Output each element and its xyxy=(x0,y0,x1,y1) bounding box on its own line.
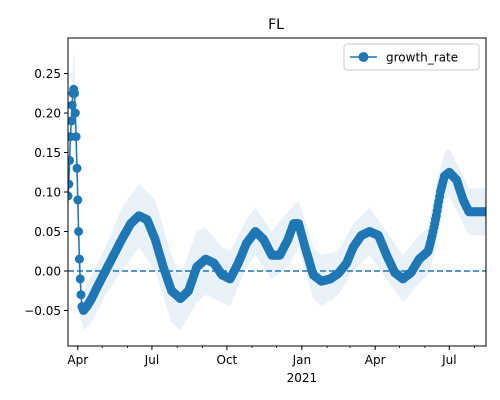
legend: growth_rate xyxy=(343,43,480,71)
legend-entry-growth-rate: growth_rate xyxy=(386,51,458,65)
data-point xyxy=(68,116,76,126)
data-point xyxy=(76,290,86,300)
y-axis: −0.05 0.00 0.05 0.10 0.15 0.20 0.25 xyxy=(24,67,68,318)
plot-area xyxy=(68,49,486,331)
y-tick-label: 0.25 xyxy=(34,67,61,81)
legend-marker-swatch xyxy=(358,52,369,62)
legend-box xyxy=(343,43,480,71)
x-tick-label: Apr xyxy=(365,353,386,367)
data-point xyxy=(74,227,84,236)
data-point xyxy=(70,88,79,98)
y-tick-label: 0.15 xyxy=(34,146,61,160)
x-axis: Apr Jul Oct Jan Apr Jul 2021 xyxy=(67,346,475,385)
x-tick-label: Apr xyxy=(67,353,88,367)
data-point xyxy=(68,191,73,201)
y-tick-label: 0.10 xyxy=(34,186,61,200)
x-year-label: 2021 xyxy=(287,371,318,385)
data-point xyxy=(70,108,80,118)
y-tick-label: 0.00 xyxy=(34,264,61,278)
y-tick-label: −0.05 xyxy=(24,304,61,318)
y-tick-label: 0.05 xyxy=(34,225,61,239)
data-point xyxy=(481,207,486,217)
data-point xyxy=(72,163,82,173)
data-point xyxy=(75,274,85,284)
data-point xyxy=(74,254,84,264)
data-point xyxy=(68,179,74,189)
y-tick-label: 0.20 xyxy=(34,107,61,121)
x-tick-label: Jul xyxy=(441,353,456,367)
x-tick-label: Jan xyxy=(292,353,312,367)
series-markers xyxy=(68,84,486,315)
data-point xyxy=(68,155,75,165)
plot-frame xyxy=(67,37,487,347)
x-tick-label: Jul xyxy=(144,353,159,367)
chart-title: FL xyxy=(268,17,284,33)
data-point xyxy=(71,132,81,142)
x-tick-label: Oct xyxy=(217,353,238,367)
data-point xyxy=(68,100,77,110)
data-point xyxy=(73,195,83,205)
confidence-band xyxy=(68,49,486,331)
